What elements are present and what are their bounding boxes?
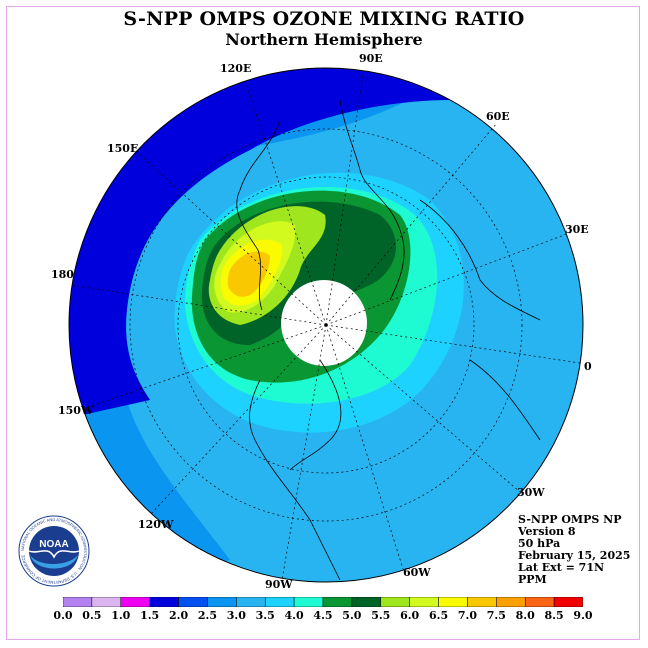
- noaa-logo: NOAA NATIONAL OCEANIC AND ATMOSPHERIC AD…: [18, 515, 90, 587]
- colorbar-tick-label: 4.0: [284, 609, 304, 622]
- colorbar-segment: [264, 597, 295, 607]
- info-units: PPM: [518, 573, 547, 586]
- lon-label-60w: 60W: [403, 566, 431, 579]
- lon-label-0: 0: [584, 360, 592, 373]
- colorbar-segment: [322, 597, 353, 607]
- colorbar-tick-label: 6.0: [400, 609, 420, 622]
- colorbar-tick-label: 5.0: [342, 609, 362, 622]
- figure-frame: [6, 6, 640, 640]
- polar-no-data: [281, 280, 367, 366]
- coastlines: [236, 99, 541, 581]
- colorbar-segment: [293, 597, 324, 607]
- colorbar-tick-label: 2.0: [168, 609, 189, 622]
- colorbar-tick-label: 7.5: [486, 609, 506, 622]
- colorbar-segment: [91, 597, 122, 607]
- colorbar-segment: [467, 597, 497, 607]
- colorbar-tick-label: 9.0: [573, 609, 593, 622]
- lon-label-150w: 150W: [58, 404, 94, 417]
- colorbar-segment: [524, 597, 555, 607]
- colorbar-tick-label: 6.5: [428, 609, 449, 622]
- map-outline: [68, 67, 584, 583]
- graticule: [71, 67, 581, 581]
- colorbar-tick-label: 4.5: [313, 609, 333, 622]
- info-lat-ext: Lat Ext = 71N: [518, 561, 605, 574]
- colorbar-tick-label: 1.0: [111, 609, 131, 622]
- colorbar-tick-label: 3.0: [226, 609, 246, 622]
- contour-2.0-2.5: [69, 68, 460, 420]
- colorbar-tick-label: 0.0: [53, 609, 73, 622]
- lon-label-60e: 60E: [486, 110, 510, 123]
- lon-label-120e: 120E: [220, 62, 252, 75]
- logo-text: NOAA: [39, 539, 68, 550]
- colorbar-segment: [553, 597, 583, 607]
- colorbar-tick-label: 3.5: [255, 609, 275, 622]
- colorbar-segment: [63, 597, 93, 607]
- colorbar-tick-label: 7.0: [457, 609, 477, 622]
- colorbar-segment: [149, 597, 179, 607]
- colorbar-segment: [236, 597, 266, 607]
- colorbar-segment: [496, 597, 526, 607]
- colorbar-segment: [351, 597, 382, 607]
- colorbar-segment: [120, 597, 150, 607]
- colorbar-tick-label: 8.0: [515, 609, 535, 622]
- colorbar-segment: [207, 597, 237, 607]
- colorbar-segment: [380, 597, 410, 607]
- page-title: S-NPP OMPS OZONE MIXING RATIO: [123, 8, 525, 30]
- colorbar-tick-label: 1.5: [140, 609, 160, 622]
- lon-label-150e: 150E: [107, 142, 139, 155]
- colorbar-segment: [178, 597, 208, 607]
- lon-label-90w: 90W: [265, 578, 293, 591]
- colorbar-segment: [438, 597, 468, 607]
- page-subtitle: Northern Hemisphere: [225, 30, 423, 49]
- info-panel: S-NPP OMPS NP Version 8 50 hPa February …: [518, 514, 630, 586]
- info-date: February 15, 2025: [518, 549, 631, 562]
- lon-label-30e: 30E: [565, 223, 589, 236]
- colorbar: [63, 597, 583, 607]
- lon-label-30w: 30W: [517, 486, 545, 499]
- info-version: Version 8: [518, 525, 576, 538]
- info-level: 50 hPa: [518, 537, 561, 550]
- lon-label-120w: 120W: [138, 518, 174, 531]
- colorbar-segment: [409, 597, 439, 607]
- colorbar-tick-label: 0.5: [82, 609, 102, 622]
- colorbar-tick-label: 5.5: [371, 609, 391, 622]
- colorbar-tick-label: 2.5: [197, 609, 217, 622]
- info-instrument: S-NPP OMPS NP: [518, 513, 622, 526]
- lon-label-180: 180: [51, 268, 74, 281]
- colorbar-tick-label: 8.5: [544, 609, 564, 622]
- lon-label-90e: 90E: [359, 52, 383, 65]
